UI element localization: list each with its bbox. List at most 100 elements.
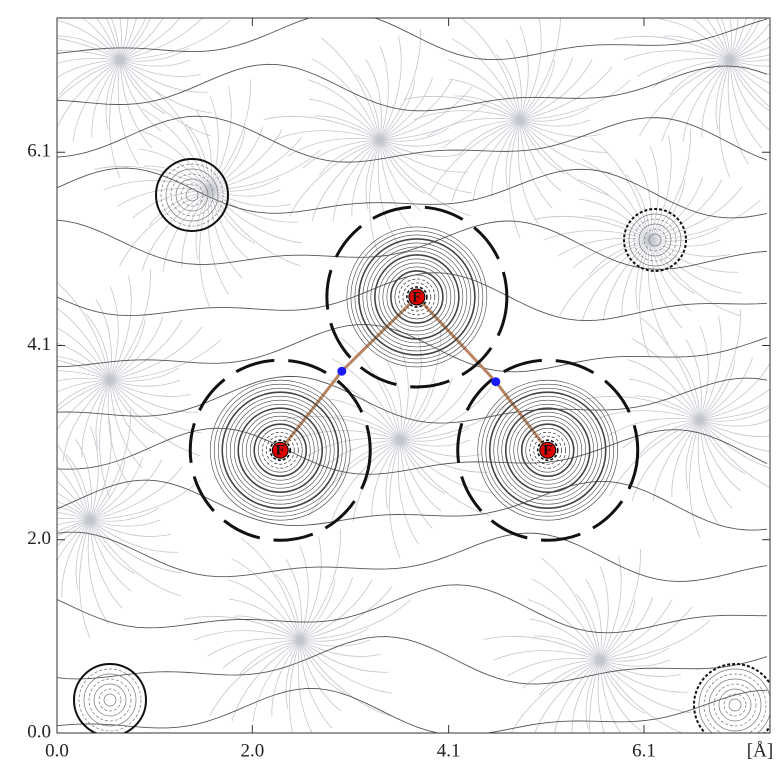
- contour-field: [0, 0, 777, 771]
- gradient-line: [210, 190, 251, 261]
- gradient-line: [600, 660, 688, 692]
- density-contour: [57, 585, 767, 633]
- atom-label: F: [412, 289, 421, 305]
- x-tick-label: 0.0: [45, 740, 69, 761]
- gradient-line: [700, 420, 741, 491]
- gradient-line: [110, 340, 221, 380]
- gradient-line: [600, 660, 632, 748]
- gradient-line: [560, 240, 650, 316]
- x-tick-label: 6.1: [632, 740, 656, 761]
- gradient-line: [110, 320, 182, 380]
- gradient-line: [120, 190, 210, 266]
- gradient-line: [730, 60, 771, 131]
- gradient-line: [120, 60, 212, 113]
- gradient-line: [520, 120, 612, 173]
- gradient-line: [110, 380, 202, 433]
- gradient-line: [520, 60, 592, 120]
- density-contour: [57, 376, 767, 423]
- gradient-line: [640, 60, 730, 136]
- gradient-line: [653, 420, 700, 501]
- gradient-line: [300, 640, 392, 693]
- gradient-line: [0, 356, 110, 380]
- gradient-line: [110, 380, 198, 412]
- density-contour: [104, 694, 116, 706]
- density-contour: [57, 64, 767, 111]
- density-contour: [709, 679, 761, 731]
- gradient-line: [210, 640, 300, 716]
- gradient-line: [42, 299, 110, 380]
- density-contour: [79, 669, 141, 731]
- gradient-line: [120, 7, 212, 60]
- gradient-line: [90, 520, 131, 591]
- gradient-line: [520, 67, 612, 120]
- density-contour: [99, 689, 121, 711]
- gradient-line: [520, 80, 631, 120]
- density-contour: [699, 669, 771, 741]
- gradient-line: [120, 0, 173, 60]
- density-contour: [694, 664, 776, 746]
- bond-critical-point: [491, 377, 500, 386]
- gradient-line: [300, 640, 341, 711]
- gradient-line: [582, 159, 650, 240]
- y-tick-label: 6.1: [27, 141, 51, 162]
- gradient-line: [333, 140, 380, 221]
- y-tick-label: 4.1: [27, 334, 51, 355]
- x-tick-label: 2.0: [240, 740, 264, 761]
- gradient-line: [232, 559, 300, 640]
- gradient-line: [603, 240, 650, 321]
- gradient-line: [210, 137, 302, 190]
- gradient-line: [120, 20, 231, 60]
- gradient-line: [210, 130, 282, 190]
- gradient-line: [210, 190, 298, 222]
- gradient-line: [30, 60, 120, 136]
- y-tick-label: 2.0: [27, 528, 51, 549]
- gradient-line: [400, 440, 488, 472]
- density-contour: [57, 637, 767, 684]
- gradient-line: [600, 607, 692, 660]
- gradient-line: [632, 339, 700, 420]
- gradient-line: [353, 440, 400, 521]
- density-contour: [704, 674, 766, 736]
- atom-label: F: [276, 443, 285, 459]
- gradient-line: [510, 660, 600, 736]
- gradient-line: [380, 140, 421, 211]
- gradient-line: [452, 39, 520, 120]
- gradient-line: [520, 120, 561, 191]
- density-contour: [57, 688, 767, 735]
- density-contour: [714, 684, 756, 726]
- gradient-line: [73, 60, 120, 141]
- gradient-line: [33, 380, 110, 408]
- gradient-line: [63, 380, 110, 461]
- density-contour: [89, 679, 131, 721]
- y-tick-label: 0.0: [27, 721, 51, 742]
- gradient-line: [300, 587, 392, 640]
- density-contour: [74, 664, 146, 736]
- gradient-line: [290, 140, 380, 216]
- gradient-line: [300, 580, 372, 640]
- gradient-line: [553, 660, 600, 741]
- page: {"chart_data": {"type": "contour", "x_la…: [0, 0, 777, 771]
- bond-critical-point: [337, 367, 346, 376]
- density-contour: [724, 694, 746, 716]
- gradient-line: [473, 120, 520, 201]
- gradient-line: [650, 187, 742, 240]
- gradient-line: [120, 60, 161, 131]
- gradient-line: [532, 579, 600, 660]
- gradient-line: [253, 640, 300, 721]
- density-contour: [57, 480, 767, 530]
- gradient-line: [300, 600, 411, 640]
- gradient-line: [210, 190, 302, 243]
- gradient-line: [400, 400, 511, 440]
- density-contour: [84, 674, 136, 726]
- gradient-line: [20, 380, 110, 456]
- gradient-line: [650, 240, 742, 293]
- density-contour: [57, 325, 767, 372]
- gradient-line: [380, 87, 472, 140]
- x-axis-unit: [Å]: [747, 740, 773, 761]
- gradient-line: [22, 439, 90, 520]
- density-contour: [57, 532, 767, 581]
- gradient-line: [650, 200, 761, 240]
- gradient-line: [43, 60, 120, 88]
- gradient-line: [142, 109, 210, 190]
- gradient-line: [400, 440, 441, 511]
